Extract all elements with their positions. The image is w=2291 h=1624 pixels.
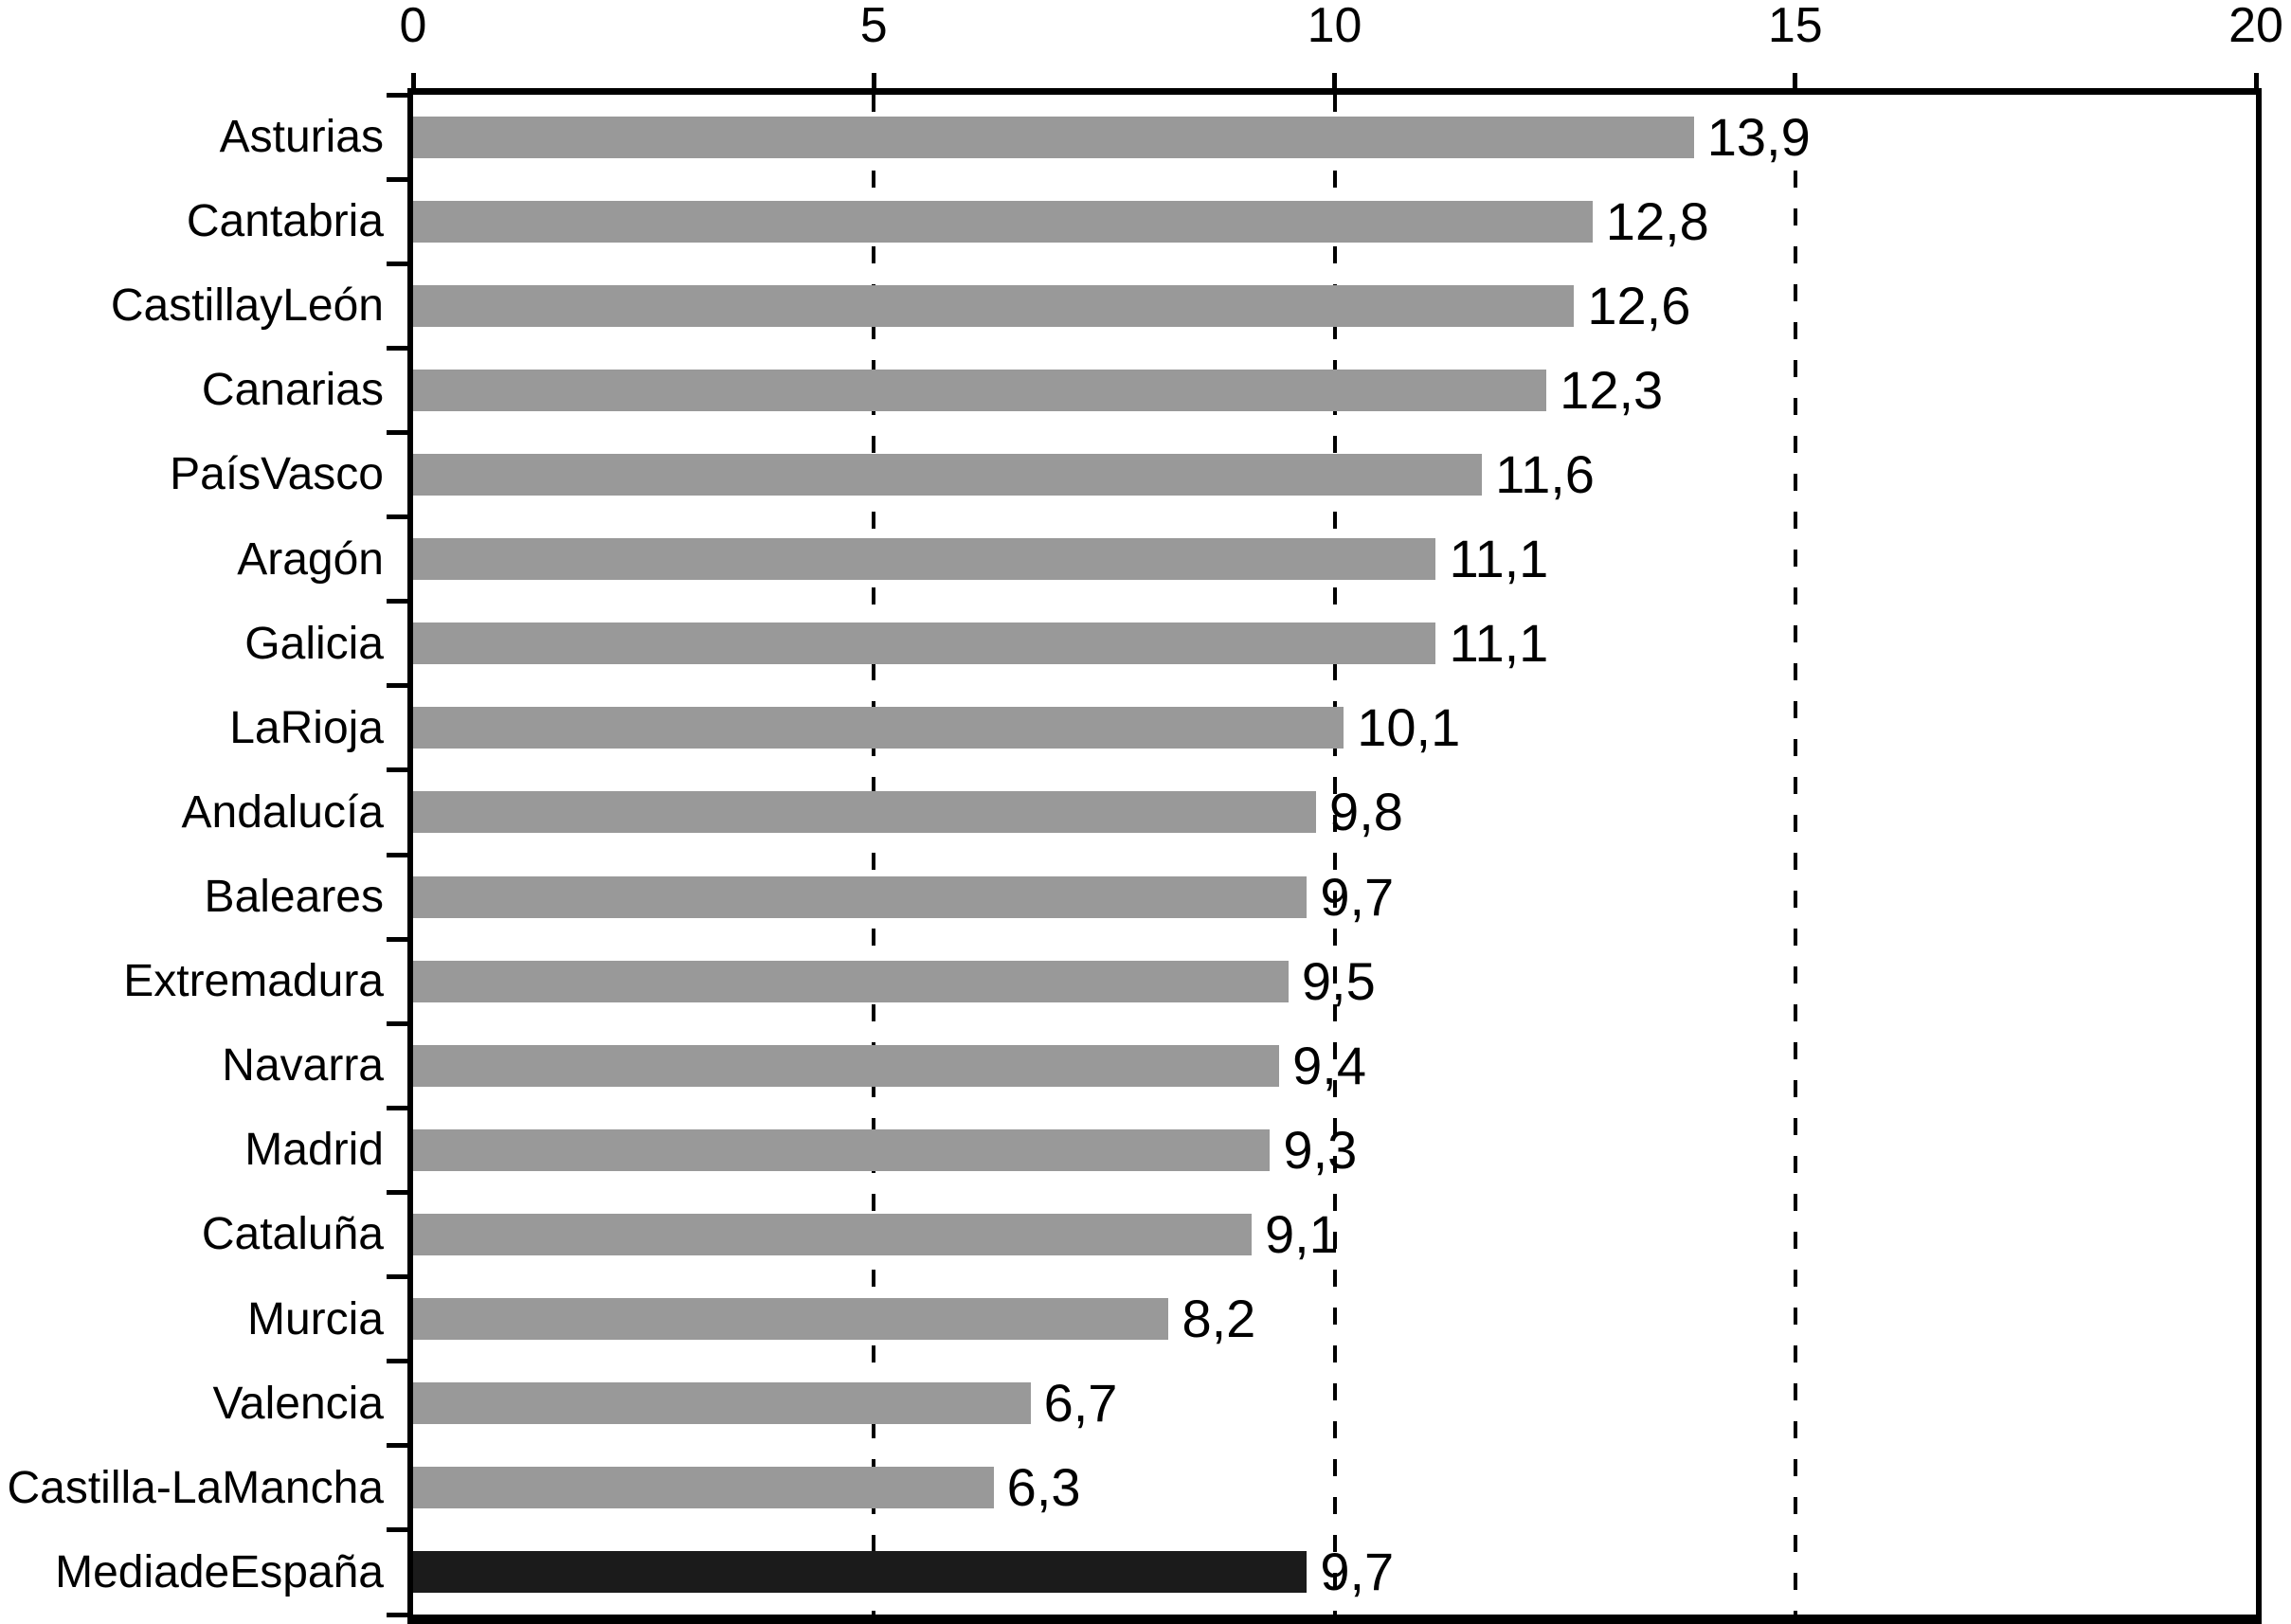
x-tick-10 bbox=[1332, 73, 1337, 89]
category-label: Valencia bbox=[212, 1378, 384, 1429]
bar-Galicia bbox=[413, 623, 1436, 665]
bar-Aragón bbox=[413, 538, 1436, 581]
category-label: MediadeEspaña bbox=[55, 1546, 384, 1597]
x-tick-label: 5 bbox=[859, 0, 888, 53]
value-label: 6,7 bbox=[1043, 1373, 1118, 1434]
y-tick bbox=[387, 599, 407, 604]
value-label: 9,3 bbox=[1283, 1119, 1358, 1180]
category-label: Aragón bbox=[237, 533, 384, 585]
y-tick bbox=[387, 1274, 407, 1280]
x-tick-5 bbox=[871, 73, 876, 89]
value-label: 9,8 bbox=[1329, 782, 1403, 842]
value-label: 8,2 bbox=[1182, 1289, 1256, 1349]
y-tick bbox=[387, 92, 407, 98]
value-label: 11,1 bbox=[1449, 613, 1549, 674]
value-label: 11,1 bbox=[1449, 529, 1549, 589]
bar-Navarra bbox=[413, 1044, 1280, 1087]
value-label: 9,5 bbox=[1301, 950, 1376, 1011]
value-label: 13,9 bbox=[1706, 106, 1811, 167]
category-label: Andalucía bbox=[181, 786, 385, 838]
y-tick bbox=[387, 429, 407, 435]
bar-Canarias bbox=[413, 369, 1547, 411]
y-tick bbox=[387, 1612, 407, 1617]
y-tick bbox=[387, 176, 407, 182]
category-label: Baleares bbox=[204, 872, 384, 922]
plot-area: 13,9 12,8 12,6 12,3 11,6 11,1 11,1 10,1 9,8 9,7 9,… bbox=[407, 88, 2262, 1624]
bar-PaísVasco bbox=[413, 454, 1483, 496]
category-label: Castilla-LaMancha bbox=[7, 1462, 384, 1513]
value-label: 9,1 bbox=[1264, 1204, 1339, 1264]
y-tick bbox=[387, 1443, 407, 1449]
x-tick-0 bbox=[410, 73, 416, 89]
x-tick-label: 0 bbox=[399, 0, 427, 53]
x-tick-label: 20 bbox=[2228, 0, 2283, 53]
x-tick-15 bbox=[1793, 73, 1798, 89]
category-label: LaRioja bbox=[229, 702, 384, 753]
y-tick bbox=[387, 1020, 407, 1026]
category-label: Madrid bbox=[244, 1125, 384, 1176]
category-label: Murcia bbox=[246, 1293, 384, 1344]
bar-Asturias bbox=[413, 116, 1694, 158]
category-label: Galicia bbox=[244, 618, 384, 669]
x-tick-label: 15 bbox=[1767, 0, 1823, 53]
value-label: 9,7 bbox=[1320, 1542, 1395, 1602]
y-tick bbox=[387, 1189, 407, 1195]
y-tick bbox=[387, 345, 407, 351]
x-tick-20 bbox=[2253, 73, 2259, 89]
y-tick bbox=[387, 852, 407, 857]
bar-Andalucía bbox=[413, 791, 1317, 834]
value-label: 9,4 bbox=[1292, 1035, 1366, 1095]
gridline-x-15 bbox=[1793, 171, 1797, 1615]
bar-Cataluña bbox=[413, 1214, 1252, 1255]
value-label: 6,3 bbox=[1006, 1457, 1081, 1518]
category-label: Cantabria bbox=[186, 196, 384, 247]
category-label: Asturias bbox=[219, 112, 384, 162]
x-tick-label: 10 bbox=[1307, 0, 1362, 53]
value-label: 12,8 bbox=[1605, 190, 1709, 251]
gridline-x-10 bbox=[1332, 95, 1337, 1615]
category-label: Cataluña bbox=[201, 1209, 384, 1260]
y-tick bbox=[387, 1105, 407, 1110]
category-label: CastillayLeón bbox=[110, 280, 384, 332]
bar-Extremadura bbox=[413, 960, 1289, 1002]
y-tick bbox=[387, 936, 407, 942]
y-tick bbox=[387, 683, 407, 689]
value-label: 10,1 bbox=[1357, 697, 1461, 758]
bar-Valencia bbox=[413, 1382, 1031, 1425]
category-label: Extremadura bbox=[123, 956, 384, 1007]
bar-Baleares bbox=[413, 875, 1308, 918]
category-label: PaísVasco bbox=[170, 449, 384, 500]
bar-Cantabria bbox=[413, 200, 1593, 243]
y-tick bbox=[387, 1359, 407, 1364]
bar-Madrid bbox=[413, 1128, 1271, 1171]
value-label: 12,6 bbox=[1587, 275, 1691, 335]
y-tick bbox=[387, 767, 407, 773]
y-tick bbox=[387, 514, 407, 520]
bar-Murcia bbox=[413, 1298, 1169, 1341]
value-label: 11,6 bbox=[1495, 444, 1595, 504]
bar-LaRioja bbox=[413, 707, 1344, 749]
category-label: Canarias bbox=[201, 365, 384, 416]
value-label: 12,3 bbox=[1560, 359, 1664, 420]
gridline-x-5 bbox=[872, 95, 876, 1615]
y-tick bbox=[387, 1527, 407, 1533]
value-label: 9,7 bbox=[1320, 866, 1395, 927]
bar-MediadeEspaña bbox=[413, 1551, 1308, 1594]
y-tick bbox=[387, 261, 407, 266]
bar-Castilla-LaMancha bbox=[413, 1467, 994, 1509]
bar-CastillayLeón bbox=[413, 284, 1575, 327]
category-label: Navarra bbox=[222, 1040, 384, 1092]
